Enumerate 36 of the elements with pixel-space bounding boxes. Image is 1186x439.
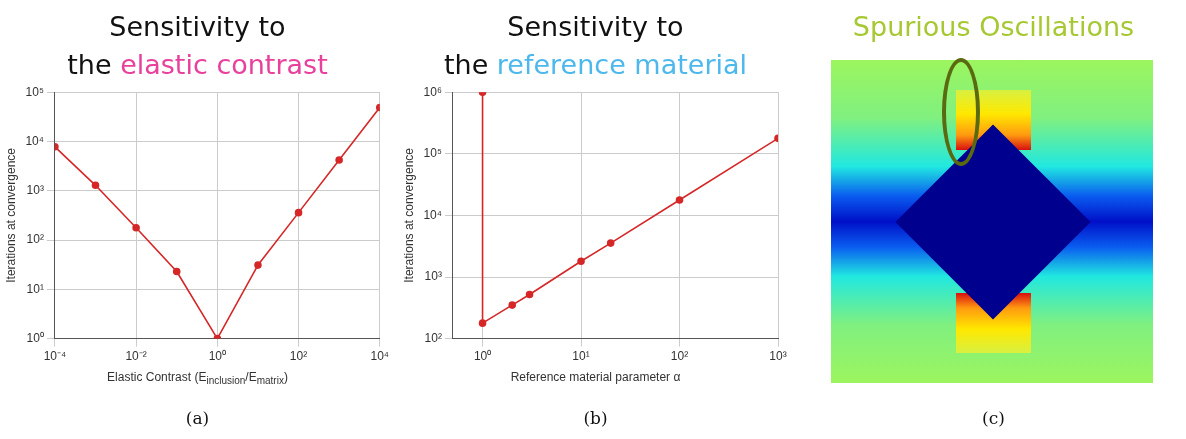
y-tick-label: 10⁵ <box>25 84 44 99</box>
x-tick-label: 10¹ <box>572 349 590 364</box>
point <box>254 261 262 269</box>
x-axis-title: Reference material parameter α <box>509 370 682 384</box>
text: (c) <box>981 408 1006 428</box>
x-tick-label: 10² <box>289 349 308 364</box>
x-axis-title: Elastic Contrast (E$_{inclusion}$/E$_{matrix}$) <box>106 370 289 387</box>
text: Spurious Oscillations <box>851 10 1136 44</box>
y-tick-label: 10⁶ <box>423 84 442 99</box>
point <box>172 267 181 276</box>
chart-subtitle: reference material <box>496 49 748 80</box>
y-tick-label: 10⁴ <box>25 133 44 148</box>
y-tick-label: 10³ <box>424 269 442 284</box>
y-axis-title: Iterations at convergence <box>3 147 18 283</box>
point <box>335 156 343 164</box>
point <box>294 208 303 217</box>
y-axis-title: Iterations at convergence <box>401 147 416 283</box>
x-tick-label: 10⁰ <box>208 349 227 364</box>
y-tick-label: 10³ <box>26 183 44 198</box>
x-tick-label: 10³ <box>769 349 787 364</box>
y-tick-label: 10¹ <box>26 281 44 296</box>
text: (b) <box>582 408 609 428</box>
x-tick-label: 10⁻² <box>125 349 147 364</box>
y-tick-label: 10² <box>424 330 442 345</box>
y-tick-label: 10⁵ <box>423 146 442 161</box>
chart-subtitle: elastic contrast <box>120 49 328 80</box>
y-tick-label: 10⁴ <box>423 207 442 222</box>
x-tick-label: 10⁻⁴ <box>43 349 67 364</box>
x-tick-label: 10² <box>670 349 689 364</box>
point <box>91 181 100 190</box>
x-tick-label: 10⁴ <box>370 349 390 364</box>
y-tick-label: 10² <box>26 232 44 247</box>
x-tick-label: 10⁰ <box>473 349 492 364</box>
point <box>132 223 140 232</box>
text: (a) <box>184 408 211 428</box>
y-tick-label: 10⁰ <box>26 330 44 345</box>
